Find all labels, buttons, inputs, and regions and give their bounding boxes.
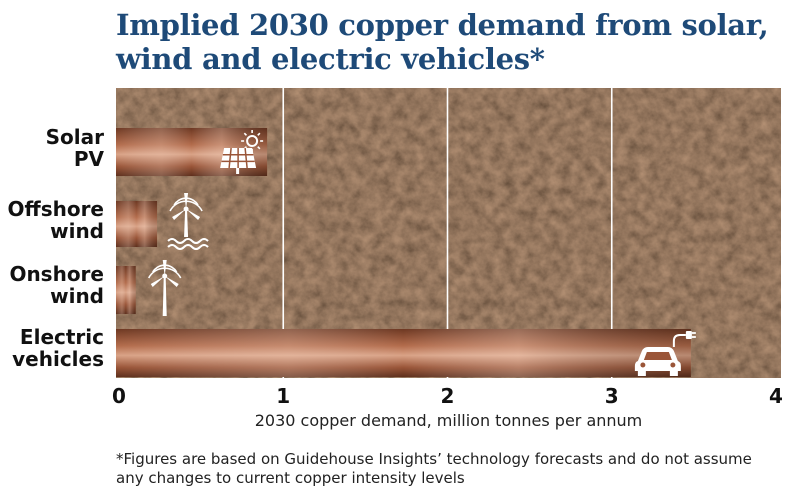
chart-title-line-2: wind and electric vehicles* xyxy=(116,42,545,76)
bar-1 xyxy=(116,201,158,247)
bar-sheen xyxy=(116,329,691,377)
chart-title-line-1: Implied 2030 copper demand from solar, xyxy=(116,8,769,42)
category-label-line: Electric xyxy=(19,325,104,349)
category-label-line: wind xyxy=(50,219,104,243)
category-label-electric-vehicles: Electric vehicles xyxy=(12,326,104,370)
x-tick-label: 3 xyxy=(604,384,619,408)
x-tick-label: 1 xyxy=(276,384,291,408)
category-label-offshore-wind: Offshore wind xyxy=(7,198,104,242)
chart-title: Implied 2030 copper demand from solar, w… xyxy=(116,8,786,76)
offshore-wind-turbine-icon xyxy=(167,193,209,250)
bar-3 xyxy=(116,329,691,377)
electric-car-icon xyxy=(634,331,696,376)
category-label-line: vehicles xyxy=(12,347,104,371)
onshore-wind-turbine-icon xyxy=(147,260,182,316)
x-axis-label: 2030 copper demand, million tonnes per a… xyxy=(254,411,643,430)
footnote-line: *Figures are based on Guidehouse Insight… xyxy=(116,450,752,468)
category-label-line: wind xyxy=(50,284,104,308)
category-label-line: PV xyxy=(73,147,104,171)
category-labels: Solar PV Offshore wind Onshore wind Elec… xyxy=(0,88,112,378)
bar-sheen xyxy=(116,266,136,314)
category-label-onshore-wind: Onshore wind xyxy=(9,263,104,307)
x-tick-label: 2 xyxy=(440,384,455,408)
category-label-line: Solar xyxy=(45,125,104,149)
category-label-line: Onshore xyxy=(9,262,104,286)
bar-sheen xyxy=(116,201,158,247)
plot-area xyxy=(116,88,781,378)
category-label-line: Offshore xyxy=(7,197,104,221)
category-label-solar-pv: Solar PV xyxy=(46,126,104,170)
solar-panel-sun-icon xyxy=(220,130,264,174)
footnote-line: any changes to current copper intensity … xyxy=(116,469,465,487)
bar-2 xyxy=(116,266,136,314)
x-tick-label: 4 xyxy=(769,384,783,408)
x-tick-label: 0 xyxy=(112,384,126,408)
footnote: *Figures are based on Guidehouse Insight… xyxy=(116,450,796,488)
